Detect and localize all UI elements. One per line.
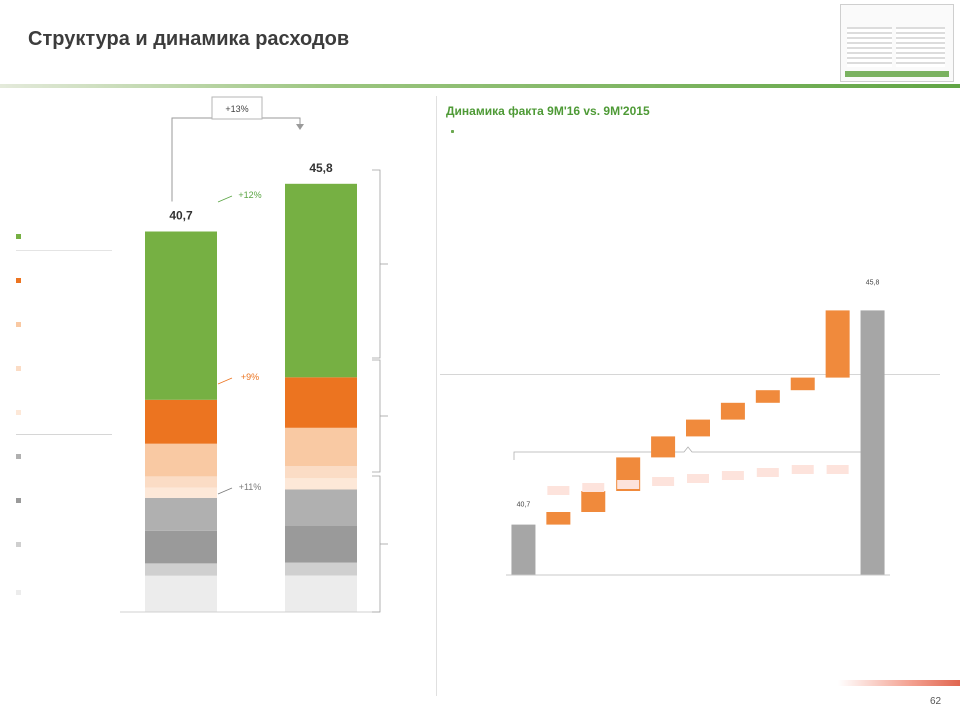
stacked-expense-chart: 40,7 45,8 +13% +12% +9% +11% bbox=[120, 96, 388, 613]
panel-title: Динамика факта 9М'16 vs. 9М'2015 bbox=[446, 104, 650, 118]
waterfall-step-bar bbox=[581, 491, 606, 512]
bar-segment bbox=[145, 487, 217, 498]
legend-swatch bbox=[16, 454, 21, 459]
waterfall-step-bar bbox=[651, 436, 676, 458]
bar-segment bbox=[145, 530, 217, 564]
legend-separator bbox=[16, 434, 112, 435]
legend-swatch bbox=[16, 590, 21, 595]
legend-item bbox=[16, 316, 116, 334]
waterfall-step-value-box bbox=[687, 474, 709, 483]
navigation-thumbnail[interactable] bbox=[840, 4, 954, 82]
bar-segment bbox=[285, 478, 357, 490]
waterfall-step-bar bbox=[686, 419, 710, 437]
bar-segment bbox=[145, 497, 217, 531]
bar-segment bbox=[145, 575, 217, 612]
legend-swatch bbox=[16, 278, 21, 283]
legend-item bbox=[16, 404, 116, 422]
legend-swatch bbox=[16, 498, 21, 503]
bar-segment bbox=[285, 466, 357, 479]
bar-segment bbox=[145, 231, 217, 400]
bar-total-label: 40,7 bbox=[169, 209, 193, 223]
bar-segment bbox=[145, 563, 217, 576]
waterfall-start-value: 40,7 bbox=[517, 502, 531, 509]
legend-item bbox=[16, 448, 116, 466]
group-change-tick bbox=[217, 377, 233, 385]
legend-item bbox=[16, 360, 116, 378]
bar-segment bbox=[285, 489, 357, 526]
bar-segment bbox=[285, 183, 357, 378]
waterfall-step-bar bbox=[790, 377, 815, 391]
group-change-label: +9% bbox=[241, 372, 259, 382]
vertical-divider bbox=[436, 96, 437, 696]
waterfall-step-value-box bbox=[721, 471, 744, 480]
commentary-panel: Динамика факта 9М'16 vs. 9М'2015 bbox=[446, 104, 920, 133]
waterfall-step-value-box bbox=[547, 486, 570, 495]
waterfall-step-bar bbox=[720, 402, 745, 420]
legend-item bbox=[16, 228, 116, 246]
waterfall-end-bar bbox=[860, 310, 885, 575]
bar-total-label: 45,8 bbox=[309, 161, 333, 175]
slide-header: Структура и динамика расходов bbox=[0, 0, 960, 92]
legend-separator bbox=[16, 250, 112, 251]
legend-item bbox=[16, 584, 116, 602]
header-divider bbox=[0, 84, 960, 88]
waterfall-step-value-box bbox=[791, 465, 814, 474]
bar-segment bbox=[285, 526, 357, 563]
bar-segment bbox=[145, 476, 217, 488]
legend-swatch bbox=[16, 542, 21, 547]
waterfall-step-value-box bbox=[652, 477, 675, 486]
group-change-tick bbox=[217, 487, 233, 495]
waterfall-step-bar bbox=[546, 512, 571, 525]
legend-item bbox=[16, 272, 116, 290]
bar-segment bbox=[285, 377, 357, 428]
legend-swatch bbox=[16, 234, 21, 239]
page-number: 62 bbox=[930, 696, 942, 707]
navigation-grid bbox=[847, 27, 945, 67]
legend-swatch bbox=[16, 410, 21, 415]
group-change-label: +11% bbox=[239, 482, 262, 492]
waterfall-chart: 40,7 45,8 bbox=[506, 279, 890, 576]
group-change-tick bbox=[217, 195, 233, 203]
waterfall-step-value-box bbox=[826, 465, 849, 474]
legend-item bbox=[16, 536, 116, 554]
waterfall-step-value-box bbox=[756, 468, 779, 477]
waterfall-step-value-box bbox=[617, 480, 640, 489]
waterfall-start-bar bbox=[511, 524, 536, 575]
total-change-label: +13% bbox=[225, 104, 248, 114]
total-change-arrow bbox=[296, 124, 304, 130]
navigation-divider bbox=[892, 25, 896, 69]
bar-segment bbox=[285, 562, 357, 576]
legend-swatch bbox=[16, 322, 21, 327]
waterfall-end-value: 45,8 bbox=[866, 279, 880, 286]
group-change-label: +12% bbox=[238, 190, 261, 200]
slide-title: Структура и динамика расходов bbox=[28, 28, 350, 50]
legend-item bbox=[16, 492, 116, 510]
bar-segment bbox=[285, 575, 357, 612]
navigation-progress-bar bbox=[845, 71, 949, 77]
bar-segment bbox=[285, 427, 357, 467]
total-change-box bbox=[211, 96, 263, 120]
waterfall-step-bar bbox=[825, 310, 850, 378]
horizontal-divider bbox=[440, 374, 940, 375]
waterfall-step-bar bbox=[755, 390, 780, 403]
waterfall-step-value-box bbox=[582, 483, 605, 492]
legend-swatch bbox=[16, 366, 21, 371]
waterfall-brace bbox=[513, 446, 871, 460]
footer-accent-bar bbox=[838, 680, 960, 686]
bar-segment bbox=[145, 399, 217, 444]
bar-segment bbox=[145, 443, 217, 477]
